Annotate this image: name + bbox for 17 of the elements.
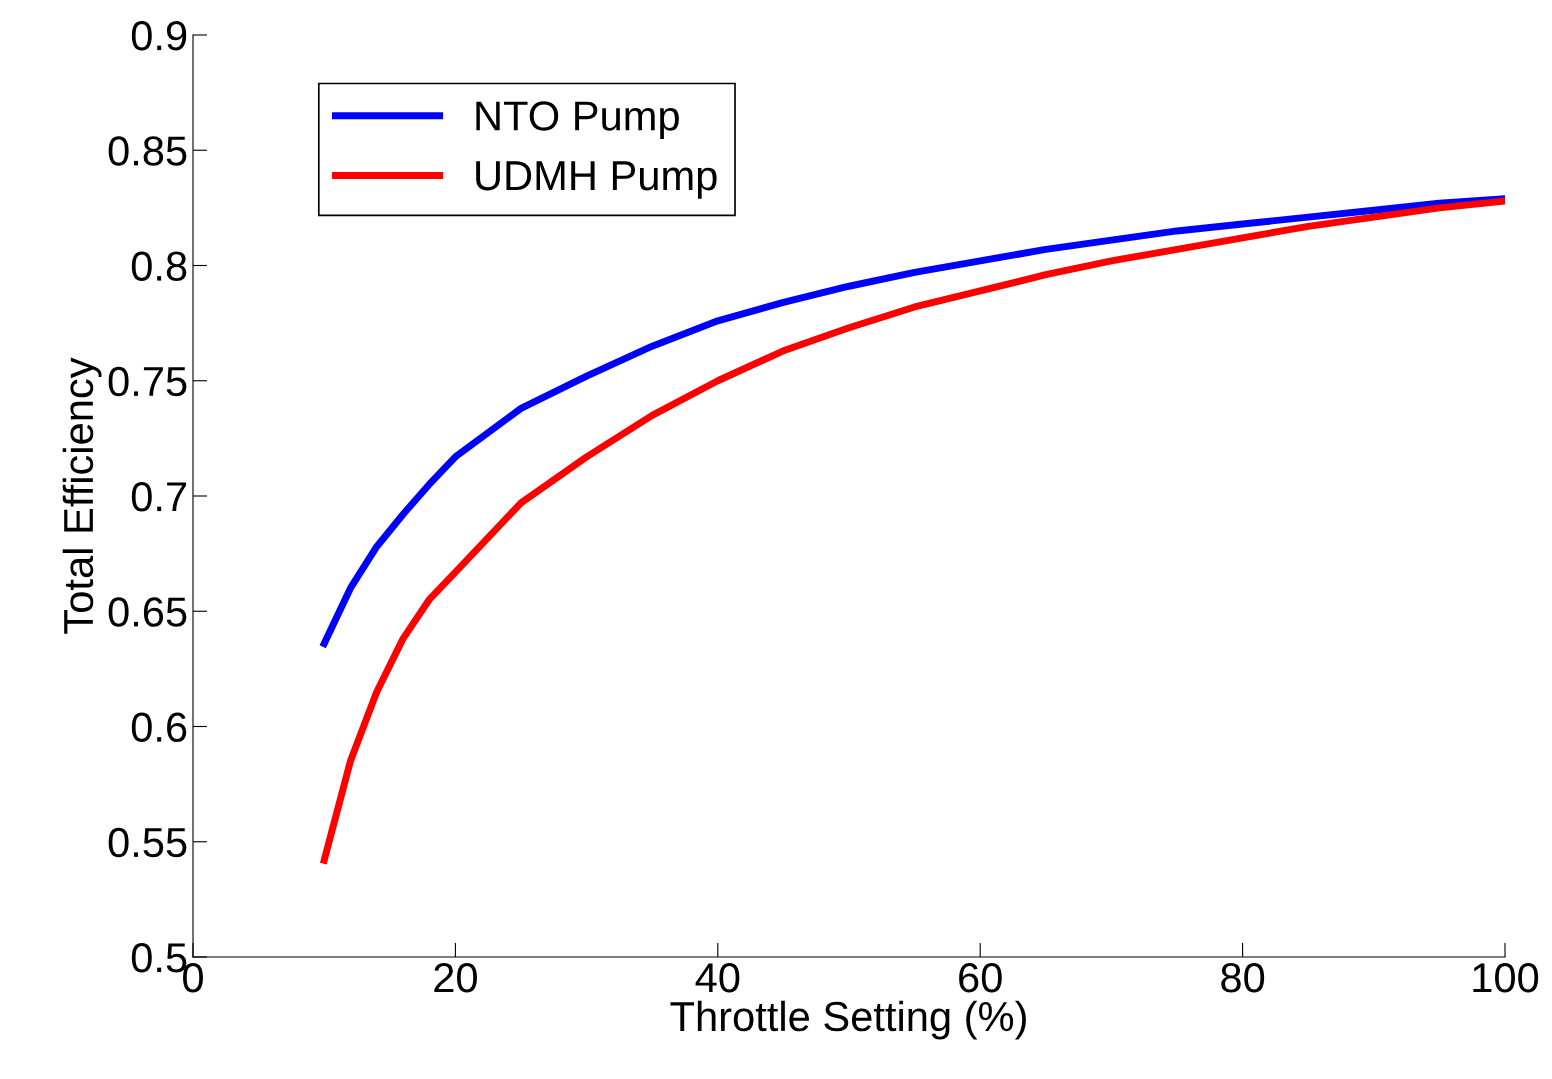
y-tick-label: 0.8 bbox=[131, 251, 187, 282]
legend-label: UDMH Pump bbox=[476, 161, 717, 199]
y-tick-label: 0.65 bbox=[108, 597, 187, 627]
y-tick-label: 0.55 bbox=[108, 827, 187, 858]
y-tick-label: 0.75 bbox=[108, 366, 187, 397]
x-tick-label: 40 bbox=[695, 962, 740, 993]
y-tick-label: 0.7 bbox=[131, 482, 187, 512]
y-axis-title: Total Efficiency bbox=[62, 357, 102, 634]
x-tick-label: 80 bbox=[1221, 962, 1265, 993]
legend-label: NTO Pump bbox=[476, 101, 679, 139]
y-tick-label: 0.85 bbox=[108, 136, 187, 166]
x-tick-label: 60 bbox=[959, 962, 1002, 993]
y-tick-label: 0.9 bbox=[131, 21, 187, 51]
y-tick-label: 0.6 bbox=[131, 712, 187, 743]
x-tick-label: 20 bbox=[434, 962, 477, 993]
x-tick-label: 100 bbox=[1473, 962, 1539, 993]
x-axis-title: Throttle Setting (%) bbox=[670, 1000, 1026, 1040]
